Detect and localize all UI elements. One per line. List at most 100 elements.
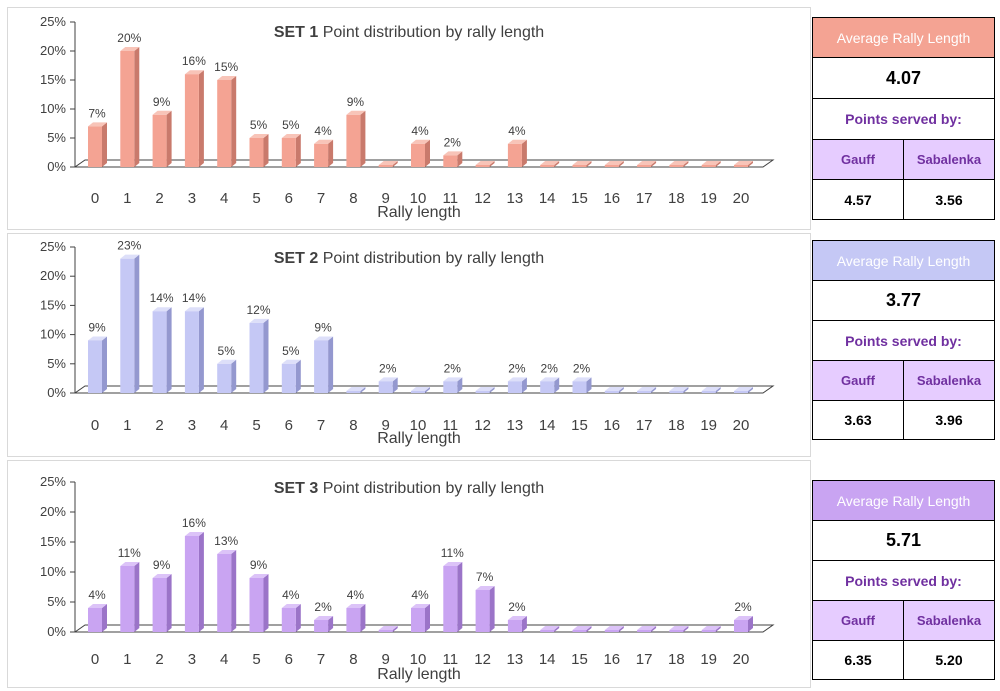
bar-top — [475, 387, 495, 391]
bar-side — [683, 626, 689, 632]
x-tick-label: 7 — [317, 190, 325, 207]
y-tick-label: 15% — [40, 72, 66, 87]
data-label: 5% — [218, 344, 236, 358]
bar-front — [346, 114, 361, 167]
bar-side — [651, 161, 657, 167]
bar-side — [360, 604, 366, 632]
x-tick-label: 11 — [443, 651, 459, 668]
chart-title-text: Point distribution by rally length — [322, 480, 545, 497]
bar-front — [701, 630, 716, 632]
x-tick-label: 6 — [285, 190, 293, 207]
bar-top — [217, 359, 237, 364]
bar-side — [425, 139, 430, 167]
bar-top — [184, 70, 204, 75]
x-tick-label: 14 — [539, 190, 556, 207]
bar — [734, 616, 753, 632]
data-label: 16% — [182, 54, 206, 68]
bar — [184, 70, 204, 167]
x-tick-label: 16 — [603, 190, 620, 207]
bar-front — [217, 554, 232, 632]
avg-rally-header: Average Rally Length — [813, 481, 994, 521]
bar-top — [734, 387, 753, 391]
bar-side — [102, 122, 107, 167]
avg-rally-label: Average Rally Length — [836, 492, 971, 509]
y-tick-label: 25% — [40, 14, 66, 29]
bar-side — [651, 387, 657, 393]
bar-front — [378, 630, 393, 632]
bar — [734, 387, 753, 393]
x-tick-label: 9 — [382, 190, 390, 207]
bar — [378, 626, 398, 632]
sabalenka-value: 3.56 — [935, 191, 963, 208]
x-tick-label: 17 — [636, 190, 653, 207]
player-gauff-label: Gauff — [813, 361, 904, 400]
bar-top — [604, 626, 624, 630]
data-label: 4% — [347, 588, 365, 602]
bar-top — [475, 161, 495, 165]
bar-side — [489, 387, 495, 393]
bar — [443, 562, 463, 632]
x-tick-label: 6 — [285, 417, 293, 434]
bar-top — [669, 161, 689, 165]
bar-top — [152, 574, 172, 578]
bar — [346, 110, 366, 167]
bar-side — [198, 70, 204, 167]
x-tick-label: 19 — [700, 651, 717, 668]
bar — [88, 122, 107, 167]
x-tick-label: 2 — [155, 190, 163, 207]
data-label: 13% — [214, 534, 238, 548]
bar-side — [457, 151, 463, 167]
x-tick-label: 5 — [252, 417, 260, 434]
bar-front — [540, 165, 555, 167]
x-tick-label: 10 — [410, 651, 427, 668]
x-tick-label: 4 — [220, 651, 228, 668]
sabalenka-value: 5.20 — [935, 652, 963, 668]
bar — [475, 586, 495, 632]
bar-top — [378, 161, 398, 165]
bar-top — [217, 76, 237, 80]
served-by-label: Points served by: — [845, 572, 962, 589]
bar-side — [457, 562, 463, 632]
x-tick-label: 10 — [410, 190, 427, 207]
bar-front — [314, 620, 329, 632]
bar-side — [198, 307, 204, 393]
bar-side — [651, 626, 657, 632]
data-label: 2% — [314, 600, 332, 614]
bar-front — [443, 381, 458, 393]
bar-front — [249, 322, 264, 393]
bar-front — [411, 391, 425, 393]
data-label: 5% — [282, 344, 300, 358]
sabalenka-value: 3.96 — [935, 412, 963, 428]
bar-top — [249, 318, 269, 323]
bar — [604, 387, 624, 393]
bar-chart-set3: 0% 5% 10% 15% 20% 25% 4% 0 11% 1 9% 2 16% 3 13% 4 9% 5 4% 6… — [40, 474, 775, 683]
bar-top — [184, 532, 204, 536]
bar-side — [748, 616, 753, 632]
x-tick-label: 11 — [443, 417, 459, 434]
bar-side — [231, 359, 237, 393]
bar-side — [166, 110, 172, 167]
player-gauff-label: Gauff — [813, 140, 904, 179]
x-tick-label: 4 — [220, 417, 228, 434]
bar — [378, 377, 398, 393]
bar-top — [314, 139, 334, 144]
bar-front — [734, 165, 748, 167]
bar-side — [586, 161, 592, 167]
bar-top — [281, 134, 301, 138]
x-tick-label: 7 — [317, 651, 325, 668]
bar — [475, 387, 495, 393]
data-label: 2% — [444, 135, 462, 149]
x-tick-label: 3 — [188, 651, 196, 668]
x-tick-label: 19 — [700, 417, 717, 434]
bar-top — [314, 336, 334, 341]
bar — [281, 604, 301, 632]
x-tick-label: 0 — [91, 190, 99, 207]
bar-side — [586, 626, 592, 632]
bar — [540, 626, 560, 632]
bar-side — [263, 574, 269, 632]
bar-side — [134, 47, 140, 167]
x-tick-label: 13 — [507, 651, 524, 668]
x-tick-label: 1 — [123, 417, 131, 434]
y-tick-label: 25% — [40, 239, 66, 254]
bar — [281, 134, 301, 167]
